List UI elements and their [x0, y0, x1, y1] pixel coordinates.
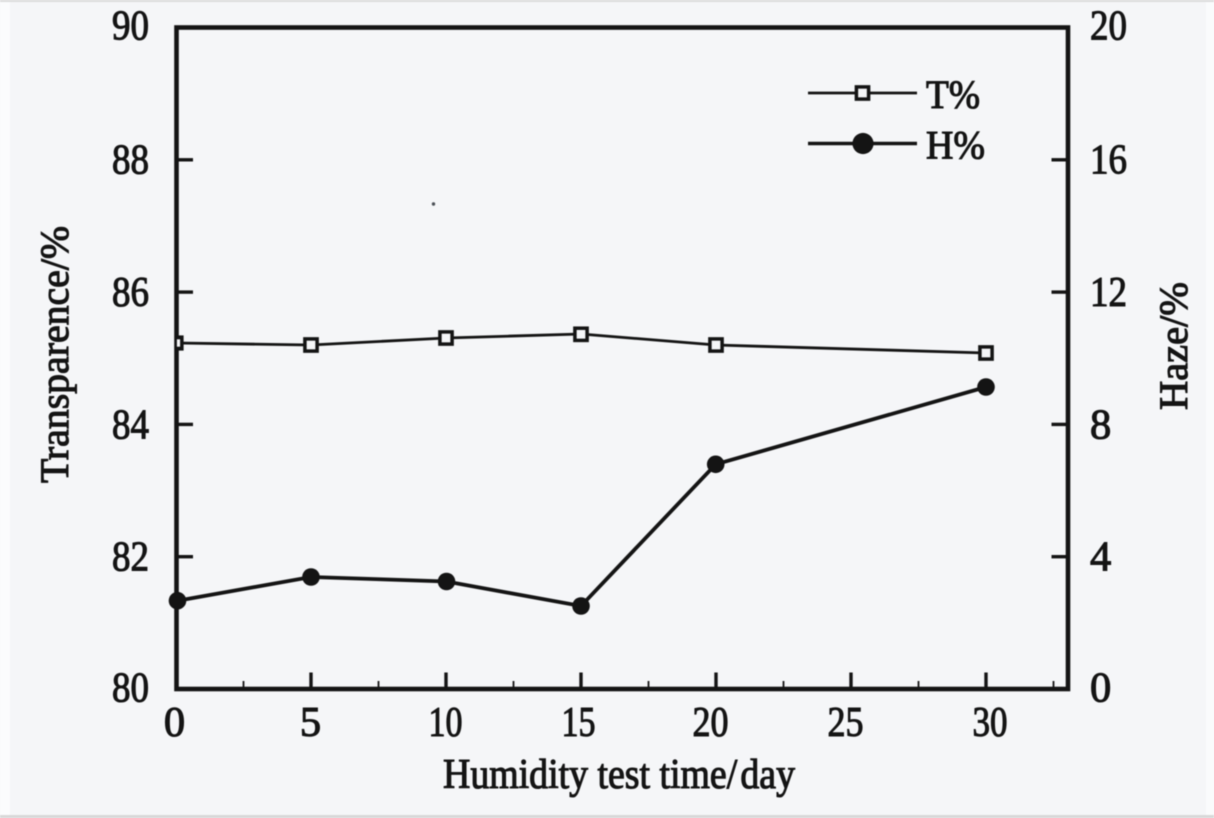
svg-text:8: 8: [1090, 401, 1111, 448]
svg-text:12: 12: [1090, 269, 1127, 316]
svg-text:10: 10: [429, 699, 463, 746]
svg-text:H%: H%: [926, 123, 985, 168]
svg-text:25: 25: [828, 699, 864, 746]
svg-text:15: 15: [562, 699, 596, 746]
svg-text:Transparence/%: Transparence/%: [32, 226, 77, 483]
svg-text:Humidity test time/ day: Humidity test time/ day: [443, 751, 796, 798]
svg-text:16: 16: [1090, 137, 1127, 184]
svg-text:82: 82: [112, 534, 149, 581]
svg-text:30: 30: [973, 699, 1008, 746]
svg-text:20: 20: [693, 699, 729, 746]
svg-text:T%: T%: [926, 72, 980, 117]
svg-text:4: 4: [1090, 534, 1111, 581]
svg-text:20: 20: [1090, 2, 1127, 49]
svg-text:88: 88: [112, 137, 149, 184]
svg-text:86: 86: [112, 269, 149, 316]
svg-text:84: 84: [112, 401, 149, 448]
svg-text:0: 0: [164, 699, 185, 746]
svg-text:80: 80: [112, 664, 149, 711]
svg-text:0: 0: [1090, 664, 1111, 711]
svg-text:90: 90: [112, 2, 149, 49]
svg-text:5: 5: [300, 699, 321, 746]
svg-text:Haze/%: Haze/%: [1151, 282, 1196, 410]
